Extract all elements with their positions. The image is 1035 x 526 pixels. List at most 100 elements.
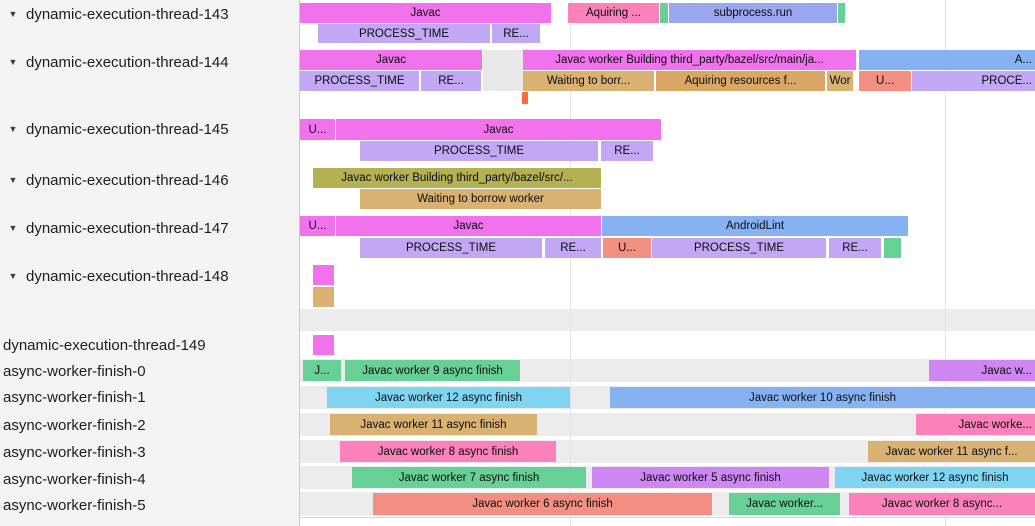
trace-slice[interactable]: RE... <box>492 24 540 43</box>
trace-slice[interactable]: Javac worker Building third_party/bazel/… <box>313 168 601 188</box>
slice-label: Javac worker... <box>746 498 823 510</box>
trace-slice[interactable]: PROCESS_TIME <box>360 141 598 161</box>
sidebar-item-async-worker-finish-2[interactable]: async-worker-finish-2 <box>0 414 302 436</box>
slice-label: RE... <box>842 242 868 254</box>
trace-slice[interactable]: Javac w... <box>929 360 1035 381</box>
trace-slice[interactable]: Javac worker Building third_party/bazel/… <box>523 50 856 70</box>
trace-slice[interactable]: Javac <box>300 3 551 23</box>
trace-slice[interactable]: Wor <box>827 71 853 91</box>
track-name-label: dynamic-execution-thread-146 <box>26 171 229 189</box>
trace-slice[interactable] <box>313 265 334 285</box>
trace-slice[interactable]: U... <box>300 119 335 140</box>
track-name-label: async-worker-finish-4 <box>3 470 146 488</box>
slice-label: Javac <box>375 54 407 66</box>
time-gridline <box>570 0 571 526</box>
track-bottom-border <box>300 517 1035 518</box>
trace-slice[interactable]: Aquiring resources f... <box>656 71 825 91</box>
time-gridline <box>945 0 946 526</box>
slice-label: RE... <box>438 75 464 87</box>
trace-slice[interactable] <box>522 92 528 104</box>
trace-slice[interactable]: RE... <box>421 71 481 91</box>
trace-slice[interactable] <box>838 3 845 23</box>
trace-slice[interactable]: Javac worker... <box>729 493 840 515</box>
trace-slice[interactable]: Javac worker 9 async finish <box>345 360 520 381</box>
slice-label: Waiting to borr... <box>546 75 631 87</box>
trace-slice[interactable]: RE... <box>601 141 653 161</box>
trace-slice[interactable] <box>313 335 334 355</box>
sidebar-item-dynamic-execution-thread-145[interactable]: ▼ dynamic-execution-thread-145 <box>0 118 299 140</box>
trace-slice[interactable]: Waiting to borrow worker <box>360 189 601 209</box>
trace-slice[interactable]: Javac worker 8 async... <box>849 493 1035 515</box>
sidebar-item-async-worker-finish-3[interactable]: async-worker-finish-3 <box>0 441 302 463</box>
slice-label: Javac worker 11 async f... <box>885 445 1018 458</box>
trace-slice[interactable]: Javac worker 12 async finish <box>327 387 570 408</box>
trace-slice[interactable]: PROCESS_TIME <box>360 238 542 258</box>
sidebar-item-async-worker-finish-4[interactable]: async-worker-finish-4 <box>0 468 302 490</box>
trace-slice[interactable]: PROCESS_TIME <box>300 71 419 91</box>
trace-slice[interactable]: J... <box>303 360 341 381</box>
slice-label: Javac worker 8 async... <box>881 498 1003 510</box>
slice-label: subprocess.run <box>713 7 793 19</box>
collapse-arrow-icon[interactable]: ▼ <box>8 57 18 67</box>
collapse-arrow-icon[interactable]: ▼ <box>8 175 18 185</box>
slice-label: Aquiring ... <box>586 7 641 19</box>
trace-slice[interactable]: Javac worker 6 async finish <box>373 493 712 515</box>
trace-slice[interactable]: Javac worke... <box>916 414 1035 435</box>
trace-slice[interactable]: Aquiring ... <box>568 3 659 23</box>
track-name-label: dynamic-execution-thread-145 <box>26 120 229 138</box>
slice-label: PROCE... <box>981 75 1032 87</box>
sidebar-item-dynamic-execution-thread-147[interactable]: ▼ dynamic-execution-thread-147 <box>0 217 299 239</box>
trace-slice[interactable]: A... <box>859 50 1035 70</box>
trace-slice[interactable] <box>660 3 668 23</box>
collapse-arrow-icon[interactable]: ▼ <box>8 9 18 19</box>
sidebar-item-dynamic-execution-thread-146[interactable]: ▼ dynamic-execution-thread-146 <box>0 169 299 191</box>
sidebar-item-async-worker-finish-0[interactable]: async-worker-finish-0 <box>0 360 302 382</box>
trace-slice[interactable]: Waiting to borr... <box>523 71 654 91</box>
trace-slice[interactable]: Javac <box>336 216 601 236</box>
slice-label: PROCESS_TIME <box>433 145 525 157</box>
sidebar-item-dynamic-execution-thread-148[interactable]: ▼ dynamic-execution-thread-148 <box>0 265 299 287</box>
slice-label: U... <box>308 220 327 232</box>
trace-slice[interactable]: Javac worker 7 async finish <box>352 467 586 488</box>
trace-slice[interactable]: PROCESS_TIME <box>318 24 490 43</box>
trace-slice[interactable]: subprocess.run <box>669 3 837 23</box>
sidebar-item-dynamic-execution-thread-143[interactable]: ▼ dynamic-execution-thread-143 <box>0 3 299 25</box>
slice-label: Javac worker 12 async finish <box>374 391 522 404</box>
slice-label: RE... <box>614 145 640 157</box>
trace-slice[interactable]: Javac worker 12 async finish <box>835 467 1035 488</box>
trace-slice[interactable]: U... <box>859 71 911 91</box>
trace-slice[interactable]: U... <box>603 238 651 258</box>
trace-slice[interactable]: PROCESS_TIME <box>652 238 826 258</box>
timeline-canvas[interactable]: Javac Aquiring ... subprocess.run PROCESS_T… <box>300 0 1035 526</box>
trace-slice[interactable]: Javac <box>300 50 482 70</box>
trace-slice[interactable] <box>313 287 334 307</box>
trace-slice[interactable]: Javac worker 5 async finish <box>592 467 829 488</box>
slice-label: Javac worker 5 async finish <box>640 471 781 484</box>
slice-label: AndroidLint <box>725 220 785 232</box>
trace-slice[interactable]: Javac worker 11 async finish <box>330 414 537 435</box>
collapse-arrow-icon[interactable]: ▼ <box>8 271 18 281</box>
trace-slice[interactable]: Javac worker 8 async finish <box>340 441 556 462</box>
collapse-arrow-icon[interactable]: ▼ <box>8 223 18 233</box>
trace-slice[interactable]: Javac worker 11 async f... <box>868 441 1035 462</box>
sidebar-item-dynamic-execution-thread-144[interactable]: ▼ dynamic-execution-thread-144 <box>0 51 299 73</box>
track-background-stripe <box>483 50 523 91</box>
sidebar-item-async-worker-finish-5[interactable]: async-worker-finish-5 <box>0 494 302 516</box>
trace-slice[interactable]: U... <box>300 216 335 236</box>
slice-label: Javac worker 12 async finish <box>861 471 1009 484</box>
trace-slice[interactable]: Javac worker 10 async finish <box>610 387 1035 408</box>
trace-slice[interactable]: AndroidLint <box>602 216 908 236</box>
sidebar-item-async-worker-finish-1[interactable]: async-worker-finish-1 <box>0 386 302 408</box>
collapse-arrow-icon[interactable]: ▼ <box>8 124 18 134</box>
trace-slice[interactable]: Javac <box>336 119 661 140</box>
track-name-label: async-worker-finish-1 <box>3 388 146 406</box>
trace-slice[interactable]: RE... <box>829 238 881 258</box>
track-name-label: dynamic-execution-thread-147 <box>26 219 229 237</box>
trace-slice[interactable] <box>884 238 901 258</box>
slice-label: Javac worker 10 async finish <box>748 391 896 404</box>
trace-slice[interactable]: RE... <box>545 238 601 258</box>
slice-label: Javac worker Building third_party/bazel/… <box>341 172 573 184</box>
sidebar-item-dynamic-execution-thread-149[interactable]: dynamic-execution-thread-149 <box>0 334 302 356</box>
trace-slice[interactable]: PROCE... <box>912 71 1035 91</box>
